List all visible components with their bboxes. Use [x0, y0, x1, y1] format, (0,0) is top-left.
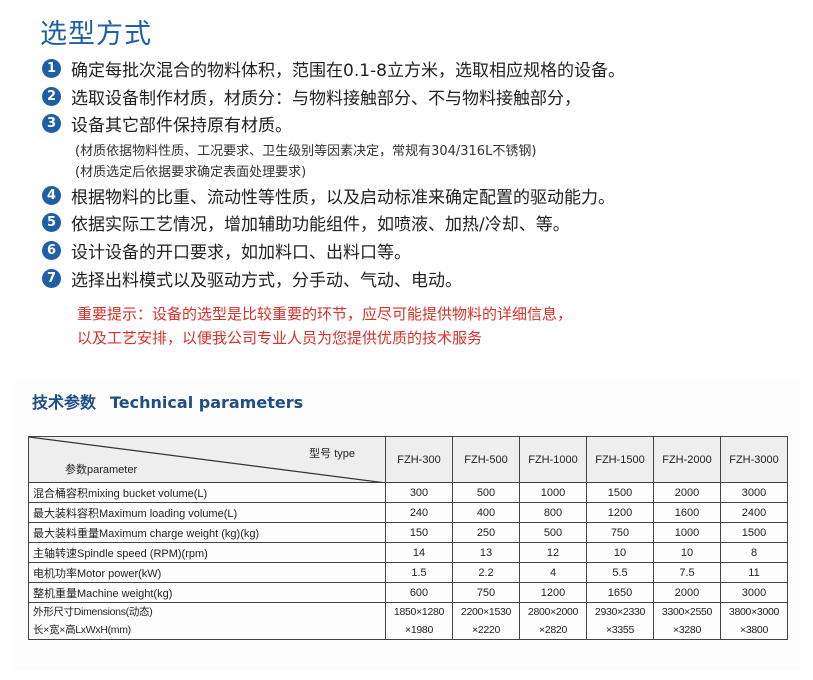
- cell-value: 150: [385, 522, 453, 543]
- selection-step: 1 确定每批次混合的物料体积，范围在0.1-8立方米，选取相应规格的设备。: [42, 57, 625, 81]
- cell-value: 3300×2550 ×3280: [653, 602, 721, 640]
- table-row: 整机重量Machine weight(kg) 600 750 1200 1650 2000…: [28, 582, 788, 603]
- cell-value: 250: [452, 522, 520, 543]
- section-title: 技术参数 Technical parameters: [32, 389, 303, 413]
- cell-value: 1200: [519, 582, 587, 603]
- dim-label: 外形尺寸Dimensions(动态): [33, 606, 153, 618]
- cell-value: 400: [452, 502, 520, 523]
- selection-step: 5 依据实际工艺情况，增加辅助功能组件，如喷液、加热/冷却、等。: [42, 211, 570, 235]
- section-title-cn: 技术参数: [32, 393, 97, 412]
- step-text: 选取设备制作材质，材质分：与物料接触部分、不与物料接触部分，: [71, 88, 581, 109]
- selection-step: 6 设计设备的开口要求，如加料口、出料口等。: [42, 239, 411, 263]
- selection-step: 3 设备其它部件保持原有材质。: [42, 112, 292, 136]
- selection-step: 4 根据物料的比重、流动性等性质，以及启动标准来确定配置的驱动能力。: [42, 184, 615, 208]
- row-label: 最大装料重量Maximum charge weight (kg)(kg): [28, 522, 386, 543]
- cell-value: 12: [519, 542, 587, 563]
- step-number-icon: 3: [42, 113, 61, 133]
- page-title: 选型方式: [40, 19, 152, 50]
- surface-note: (材质选定后依据要求确定表面处理要求): [75, 165, 307, 180]
- cell-value: 3000: [720, 482, 788, 503]
- cell-value: 2.2: [452, 562, 520, 583]
- cell-value: 5.5: [586, 562, 654, 583]
- cell-value: 2930×2330 ×3355: [586, 602, 654, 640]
- cell-value: 10: [653, 542, 721, 563]
- selection-step: 7 选择出料模式以及驱动方式，分手动、气动、电动。: [42, 267, 462, 291]
- cell-value: 750: [452, 582, 520, 603]
- cell-value: 13: [452, 542, 520, 563]
- cell-value: 11: [720, 562, 788, 583]
- cell-value: 10: [586, 542, 654, 563]
- step-number-icon: 5: [42, 212, 61, 232]
- corner-header: 型号 type 参数parameter: [28, 436, 386, 483]
- cell-value: 240: [385, 502, 453, 523]
- warning-line: 以及工艺安排，以便我公司专业人员为您提供优质的技术服务: [77, 329, 483, 347]
- table-row: 电机功率Motor power(kW) 1.5 2.2 4 5.5 7.5 11: [28, 562, 788, 583]
- step-text: 选择出料模式以及驱动方式，分手动、气动、电动。: [71, 270, 462, 291]
- step-text: 设备其它部件保持原有材质。: [71, 115, 292, 136]
- table-row-dimensions: 外形尺寸Dimensions(动态) 长×宽×高LxWxH(mm) 1850×128…: [28, 602, 788, 640]
- section-title-en: Technical parameters: [110, 393, 304, 412]
- cell-value: 300: [385, 482, 453, 503]
- model-header: FZH-1500: [586, 436, 654, 483]
- parameter-label: 参数parameter: [65, 464, 138, 476]
- warning-line: 重要提示：设备的选型是比较重要的环节，应尽可能提供物料的详细信息，: [77, 305, 573, 323]
- cell-value: 1200: [586, 502, 654, 523]
- cell-value: 1.5: [385, 562, 453, 583]
- model-header: FZH-300: [385, 436, 453, 483]
- table-row: 最大装料容积Maximum loading volume(L) 240 400 800…: [28, 502, 788, 523]
- row-label: 整机重量Machine weight(kg): [28, 582, 386, 603]
- cell-value: 1000: [653, 522, 721, 543]
- cell-value: 1500: [586, 482, 654, 503]
- cell-value: 14: [385, 542, 453, 563]
- step-number-icon: 2: [42, 86, 61, 106]
- parameters-table: 型号 type 参数parameter FZH-300 FZH-500 FZH-10…: [28, 436, 788, 640]
- selection-step: 2 选取设备制作材质，材质分：与物料接触部分、不与物料接触部分，: [42, 85, 581, 109]
- model-header: FZH-2000: [653, 436, 721, 483]
- row-label: 混合桶容积mixing bucket volume(L): [28, 482, 386, 503]
- step-text: 设计设备的开口要求，如加料口、出料口等。: [71, 242, 411, 263]
- step-number-icon: 4: [42, 185, 61, 205]
- cell-value: 8: [720, 542, 788, 563]
- row-label: 电机功率Motor power(kW): [28, 562, 386, 583]
- step-text: 根据物料的比重、流动性等性质，以及启动标准来确定配置的驱动能力。: [71, 187, 615, 208]
- cell-value: 2000: [653, 482, 721, 503]
- cell-value: 3000: [720, 582, 788, 603]
- cell-value: 1000: [519, 482, 587, 503]
- cell-value: 1850×1280 ×1980: [385, 602, 453, 640]
- cell-value: 500: [452, 482, 520, 503]
- cell-value: 3800×3000 ×3800: [720, 602, 788, 640]
- cell-value: 4: [519, 562, 587, 583]
- row-label: 主轴转速Spindle speed (RPM)(rpm): [28, 542, 386, 563]
- cell-value: 7.5: [653, 562, 721, 583]
- step-number-icon: 1: [42, 58, 61, 78]
- model-header: FZH-1000: [519, 436, 587, 483]
- step-text: 依据实际工艺情况，增加辅助功能组件，如喷液、加热/冷却、等。: [71, 214, 570, 235]
- cell-value: 2000: [653, 582, 721, 603]
- cell-value: 600: [385, 582, 453, 603]
- diagonal-line: [29, 437, 386, 483]
- row-label: 外形尺寸Dimensions(动态) 长×宽×高LxWxH(mm): [28, 602, 386, 640]
- cell-value: 2800×2000 ×2820: [519, 602, 587, 640]
- material-note: (材质依据物料性质、工况要求、卫生级别等因素决定，常规有304/316L不锈钢): [75, 144, 537, 159]
- cell-value: 800: [519, 502, 587, 523]
- table-row: 混合桶容积mixing bucket volume(L) 300 500 1000 15…: [28, 482, 788, 503]
- cell-value: 1650: [586, 582, 654, 603]
- cell-value: 1600: [653, 502, 721, 523]
- cell-value: 500: [519, 522, 587, 543]
- dim-label: 长×宽×高LxWxH(mm): [33, 624, 131, 636]
- row-label: 最大装料容积Maximum loading volume(L): [28, 502, 386, 523]
- cell-value: 2400: [720, 502, 788, 523]
- table-row: 最大装料重量Maximum charge weight (kg)(kg) 150 2…: [28, 522, 788, 543]
- model-header: FZH-500: [452, 436, 520, 483]
- step-text: 确定每批次混合的物料体积，范围在0.1-8立方米，选取相应规格的设备。: [71, 60, 625, 81]
- cell-value: 1500: [720, 522, 788, 543]
- cell-value: 2200×1530 ×2220: [452, 602, 520, 640]
- step-number-icon: 7: [42, 268, 61, 288]
- cell-value: 750: [586, 522, 654, 543]
- step-number-icon: 6: [42, 240, 61, 260]
- type-label: 型号 type: [309, 448, 355, 460]
- model-header: FZH-3000: [720, 436, 788, 483]
- table-row: 主轴转速Spindle speed (RPM)(rpm) 14 13 12 10 10 8: [28, 542, 788, 563]
